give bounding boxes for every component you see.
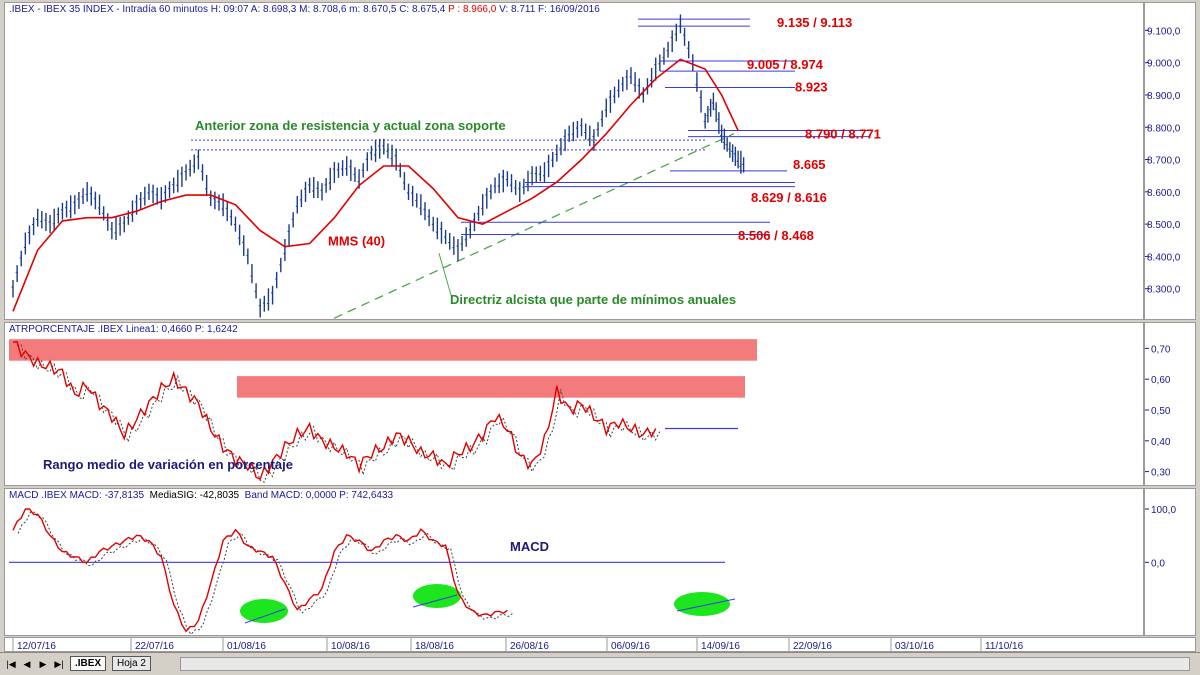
macd-header: MACD .IBEX MACD: -37,8135 MediaSIG: -42,…	[9, 490, 394, 501]
date-tick-label: 26/08/16	[510, 641, 549, 652]
price-header: .IBEX - IBEX 35 INDEX - Intradía 60 minu…	[9, 4, 600, 15]
date-tick-label: 10/08/16	[331, 641, 370, 652]
tab-hoja-2[interactable]: Hoja 2	[112, 656, 151, 671]
price-tick-label: 9.000,0	[1147, 59, 1181, 70]
macd-panel: MACD .IBEX MACD: -37,8135 MediaSIG: -42,…	[4, 488, 1144, 636]
price-tick-label: 8.800,0	[1147, 123, 1181, 134]
macd-divergence-line-1	[412, 594, 458, 608]
mms-label: MMS (40)	[328, 233, 385, 248]
price-tick-label: 8.700,0	[1147, 156, 1181, 167]
atr-chart: Rango medio de variación en porcentaje	[9, 339, 757, 483]
atr-tick-label: 0,40	[1151, 437, 1171, 448]
atr-axis: 0,30 0,40 0,50 0,60 0,70	[1144, 322, 1196, 486]
trendline-pointer	[438, 253, 452, 296]
date-tick-label: 06/09/16	[611, 641, 650, 652]
level-label-1: 9.005 / 8.974	[747, 57, 824, 72]
atr-header: ATRPORCENTAJE .IBEX Linea1: 0,4660 P: 1,…	[9, 324, 238, 335]
level-label-0: 9.135 / 9.113	[777, 15, 852, 30]
macd-line	[12, 508, 508, 633]
macd-green-mark-1	[413, 584, 461, 608]
price-panel: .IBEX - IBEX 35 INDEX - Intradía 60 minu…	[4, 2, 1144, 320]
price-tick-label: 8.600,0	[1147, 188, 1181, 199]
date-tick-label: 11/10/16	[985, 641, 1024, 652]
date-tick-label: 22/07/16	[135, 641, 174, 652]
atr-tick-label: 0,30	[1151, 468, 1171, 479]
atr-tick-label: 0,60	[1151, 375, 1171, 386]
last-icon[interactable]: ▶|	[54, 659, 64, 669]
price-tick-label: 8.900,0	[1147, 91, 1181, 102]
macd-chart: MACD	[9, 508, 736, 635]
atr-tick-label: 0,50	[1151, 406, 1171, 417]
macd-tick-label: 100,0	[1151, 505, 1176, 516]
macd-axis: 0,0 100,0	[1144, 488, 1196, 636]
macd-divergence-line-0	[244, 608, 286, 624]
sheet-tab-bar: |◀ ◀ ▶ ▶| .IBEX Hoja 2	[0, 652, 1200, 675]
price-tick-label: 8.300,0	[1147, 285, 1181, 296]
price-axis: 8.300,0 8.400,0 8.500,0 8.600,0 8.700,0 8.800…	[1144, 2, 1196, 320]
level-label-2: 8.923	[795, 80, 828, 95]
date-tick-label: 12/07/16	[17, 641, 56, 652]
atr-line	[12, 341, 657, 481]
support-zone-label: Anterior zona de resistencia y actual zo…	[195, 118, 506, 133]
macd-signal-line	[17, 511, 513, 635]
macd-annotation: MACD	[510, 539, 549, 554]
level-label-3: 8.790 / 8.771	[805, 126, 881, 141]
atr-tick-label: 0,70	[1151, 344, 1171, 355]
macd-green-mark-2	[674, 592, 730, 616]
level-label-4: 8.665	[793, 157, 826, 172]
date-tick-label: 03/10/16	[895, 641, 934, 652]
macd-green-mark-0	[240, 599, 288, 623]
mms-line	[12, 58, 739, 312]
date-tick-label: 22/09/16	[793, 641, 832, 652]
trendline-label: Directriz alcista que parte de mínimos a…	[450, 292, 736, 307]
tab-ibex[interactable]: .IBEX	[70, 656, 107, 671]
price-chart: Anterior zona de resistencia y actual zo…	[11, 14, 881, 319]
date-tick-label: 14/09/16	[701, 641, 740, 652]
macd-tick-label: 0,0	[1151, 558, 1165, 569]
prev-icon[interactable]: ◀	[23, 659, 31, 669]
trendline	[330, 133, 735, 319]
horizontal-scrollbar[interactable]	[180, 657, 1190, 671]
price-tick-label: 8.400,0	[1147, 252, 1181, 263]
macd-divergence-line-2	[676, 598, 736, 612]
atr-panel: ATRPORCENTAJE .IBEX Linea1: 0,4660 P: 1,…	[4, 322, 1144, 486]
atr-zone-0	[9, 339, 757, 361]
date-tick-label: 01/08/16	[227, 641, 266, 652]
level-label-6: 8.506 / 8.468	[738, 228, 814, 243]
atr-zone-1	[237, 376, 745, 398]
date-tick-label: 18/08/16	[415, 641, 454, 652]
price-tick-label: 8.500,0	[1147, 220, 1181, 231]
price-tick-label: 9.100,0	[1147, 26, 1181, 37]
date-axis: 12/07/16 22/07/16 01/08/16 10/08/16 18/08/16…	[4, 637, 1196, 652]
next-icon[interactable]: ▶	[39, 659, 47, 669]
first-icon[interactable]: |◀	[6, 659, 16, 669]
atr-annotation: Rango medio de variación en porcentaje	[43, 457, 293, 472]
level-label-5: 8.629 / 8.616	[751, 190, 827, 205]
